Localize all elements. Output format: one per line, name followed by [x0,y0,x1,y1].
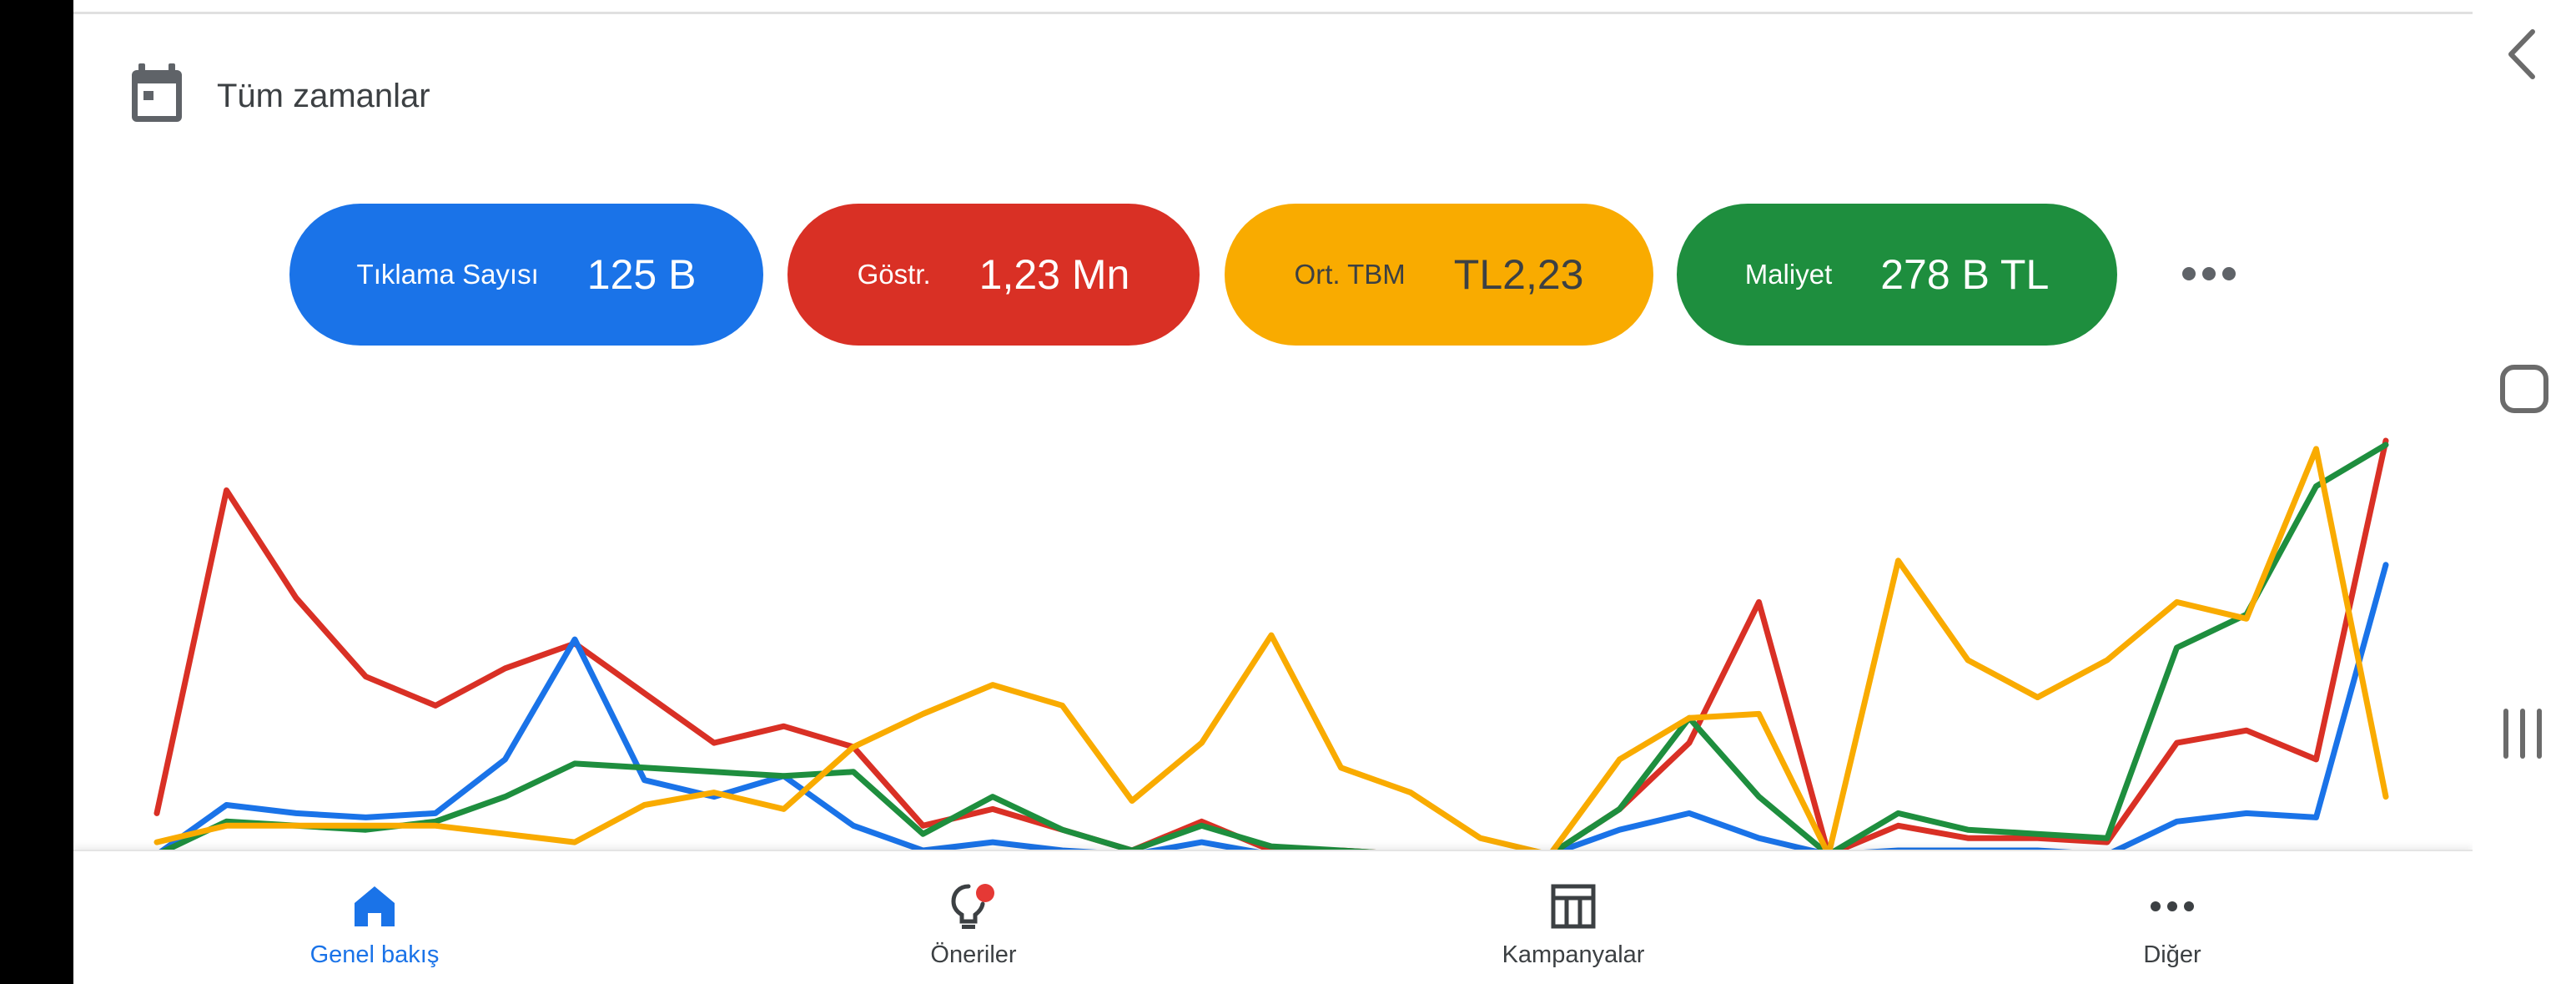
series-line-0 [153,437,2389,858]
home-icon [355,886,395,926]
performance-line-chart [153,437,2389,858]
date-filter-label: Tüm zamanlar [217,77,430,114]
metric-chips: Tıklama Sayısı 125 B Göstr. 1,23 Mn Ort.… [73,204,2473,346]
metric-label: Maliyet [1744,259,1833,290]
system-navigation-bar [2473,0,2576,984]
nav-item-campaigns[interactable]: Kampanyalar [1365,851,1782,984]
nav-item-recommendations[interactable]: Öneriler [765,851,1182,984]
home-square-icon[interactable] [2498,362,2551,416]
back-chevron-icon[interactable] [2498,25,2548,83]
metric-value: 125 B [586,251,697,298]
nav-label: Öneriler [930,941,1017,968]
left-edge-bar [0,0,73,984]
nav-label: Kampanyalar [1502,941,1645,968]
nav-item-overview[interactable]: Genel bakış [166,851,583,984]
nav-label: Genel bakış [309,941,440,968]
metric-value: TL2,23 [1453,251,1584,298]
metric-chip-impressions[interactable]: Göstr. 1,23 Mn [787,204,1200,346]
app-content: Tüm zamanlar Tıklama Sayısı 125 B Göstr.… [73,0,2473,984]
campaigns-icon [1551,884,1596,929]
metric-label: Ort. TBM [1294,259,1406,290]
nav-label: Diğer [2143,941,2201,968]
more-horizontal-icon [2182,267,2196,280]
metric-chip-clicks[interactable]: Tıklama Sayısı 125 B [289,204,763,346]
date-filter[interactable]: Tüm zamanlar [128,63,430,129]
metric-label: Tıklama Sayısı [356,259,539,290]
series-line-2 [153,442,2389,858]
series-line-1 [153,562,2389,858]
more-horizontal-icon [2151,901,2194,911]
calendar-icon [128,63,185,129]
nav-item-more[interactable]: Diğer [1964,851,2381,984]
metric-label: Göstr. [857,259,931,290]
metric-chip-cost[interactable]: Maliyet 278 B TL [1677,204,2117,346]
metric-value: 278 B TL [1880,251,2050,298]
series-line-3 [153,446,2389,858]
metric-value: 1,23 Mn [979,251,1130,298]
metric-chip-avg-cpc[interactable]: Ort. TBM TL2,23 [1225,204,1653,346]
bottom-navigation: Genel bakış Öneriler Kampanyalar [73,850,2473,984]
top-divider [73,12,2473,14]
recents-icon[interactable] [2498,706,2548,761]
more-metrics-button[interactable] [2182,259,2241,292]
lightbulb-icon [951,884,994,929]
